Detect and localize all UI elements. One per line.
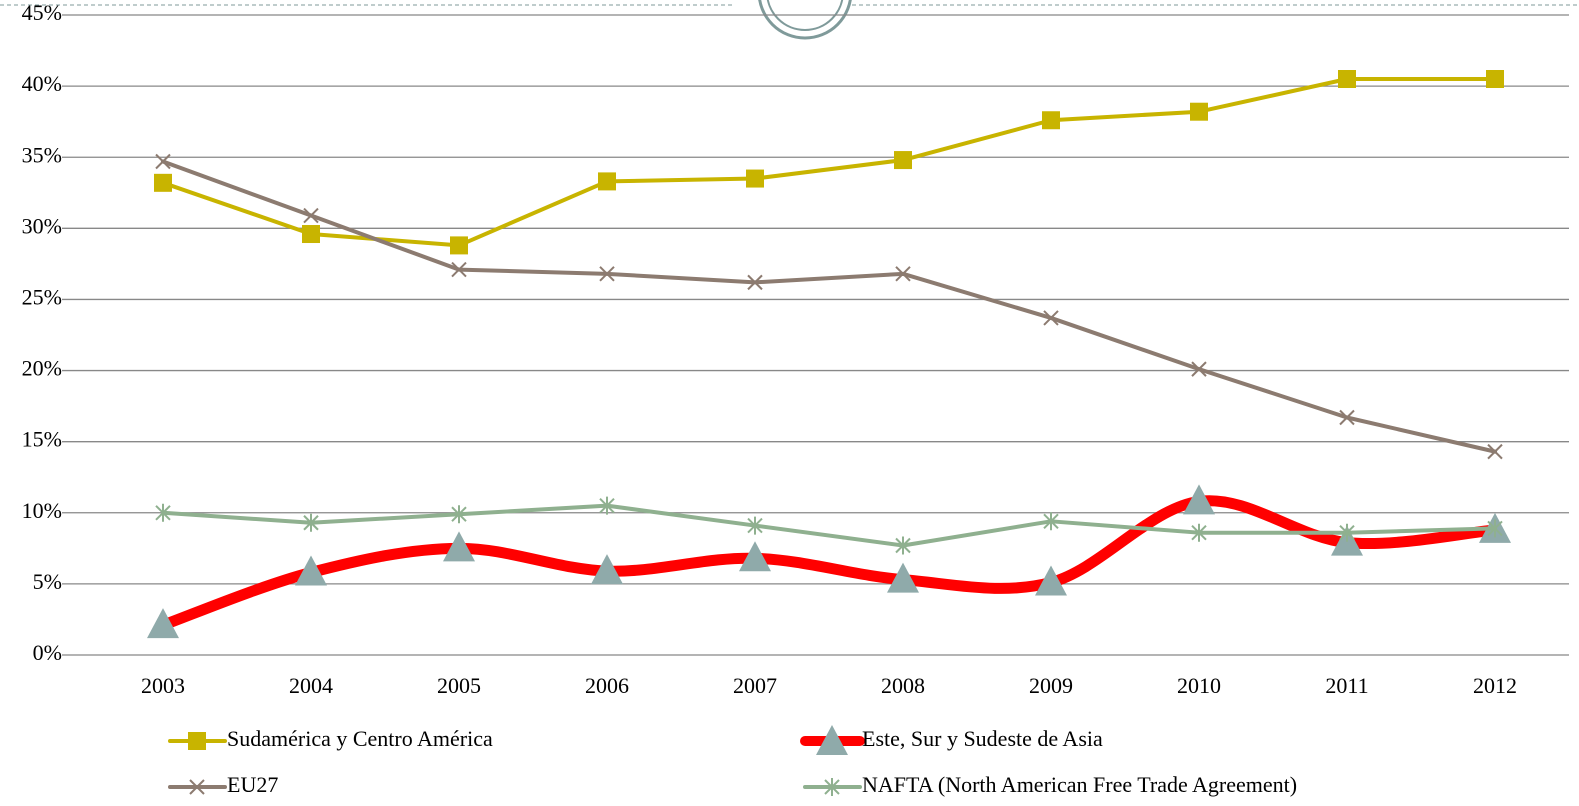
x-tick-label: 2011 [1325, 673, 1368, 698]
marker [303, 207, 319, 224]
y-tick-label: 30% [22, 213, 62, 238]
x-tick-label: 2008 [881, 673, 925, 698]
series-line [157, 495, 1501, 631]
marker [302, 225, 320, 244]
marker [450, 236, 468, 255]
marker [155, 153, 171, 170]
series-line [161, 77, 1497, 248]
ornament-circle [758, 0, 852, 40]
marker [599, 266, 615, 282]
marker [739, 541, 771, 572]
legend-marker [824, 778, 840, 796]
marker [1487, 519, 1503, 538]
marker [155, 503, 171, 522]
ornament-circle [766, 0, 844, 31]
x-tick-label: 2007 [733, 673, 777, 698]
legend-marker [189, 779, 205, 795]
marker [1190, 102, 1208, 121]
x-tick-label: 2006 [585, 673, 629, 698]
marker [1043, 512, 1059, 531]
y-tick-label: 45% [22, 0, 62, 25]
y-tick-label: 40% [22, 71, 62, 96]
marker [598, 172, 616, 191]
y-tick-label: 15% [22, 427, 62, 452]
legend-marker [188, 732, 206, 750]
y-tick-label: 20% [22, 356, 62, 381]
marker [1183, 484, 1215, 515]
y-tick-label: 5% [33, 569, 62, 594]
marker [154, 173, 172, 192]
marker [894, 151, 912, 170]
marker [1191, 523, 1207, 542]
marker [1338, 70, 1356, 88]
grid [62, 14, 1569, 656]
y-tick-label: 35% [22, 142, 62, 167]
legend-marker [816, 725, 848, 755]
legend-label: Sudamérica y Centro América [227, 726, 493, 751]
x-tick-label: 2009 [1029, 673, 1073, 698]
marker [443, 531, 475, 562]
x-tick-label: 2005 [437, 673, 481, 698]
marker [1487, 443, 1503, 460]
marker [1191, 361, 1207, 377]
marker [747, 516, 763, 535]
marker [591, 554, 623, 585]
series-line [161, 503, 1497, 548]
legend-label: NAFTA (North American Free Trade Agreeme… [862, 772, 1297, 797]
marker [1339, 409, 1355, 426]
marker [451, 505, 467, 524]
marker [747, 274, 763, 291]
marker [1042, 111, 1060, 130]
legend-label: EU27 [227, 772, 278, 797]
y-tick-label: 25% [22, 284, 62, 309]
y-tick-label: 10% [22, 498, 62, 523]
series-line [161, 159, 1497, 454]
marker [451, 261, 467, 278]
marker [895, 266, 911, 282]
x-tick-label: 2010 [1177, 673, 1221, 698]
marker [1486, 70, 1504, 88]
marker [1043, 310, 1059, 326]
marker [1339, 523, 1355, 542]
marker [895, 536, 911, 555]
marker [746, 169, 764, 188]
y-tick-label: 0% [33, 640, 62, 665]
legend-label: Este, Sur y Sudeste de Asia [862, 726, 1103, 751]
marker [599, 496, 615, 515]
marker [1035, 565, 1067, 596]
marker [295, 555, 327, 586]
marker [887, 562, 919, 593]
x-tick-label: 2004 [289, 673, 333, 698]
marker [303, 513, 319, 532]
marker [147, 608, 179, 639]
x-tick-label: 2003 [141, 673, 185, 698]
x-tick-label: 2012 [1473, 673, 1517, 698]
